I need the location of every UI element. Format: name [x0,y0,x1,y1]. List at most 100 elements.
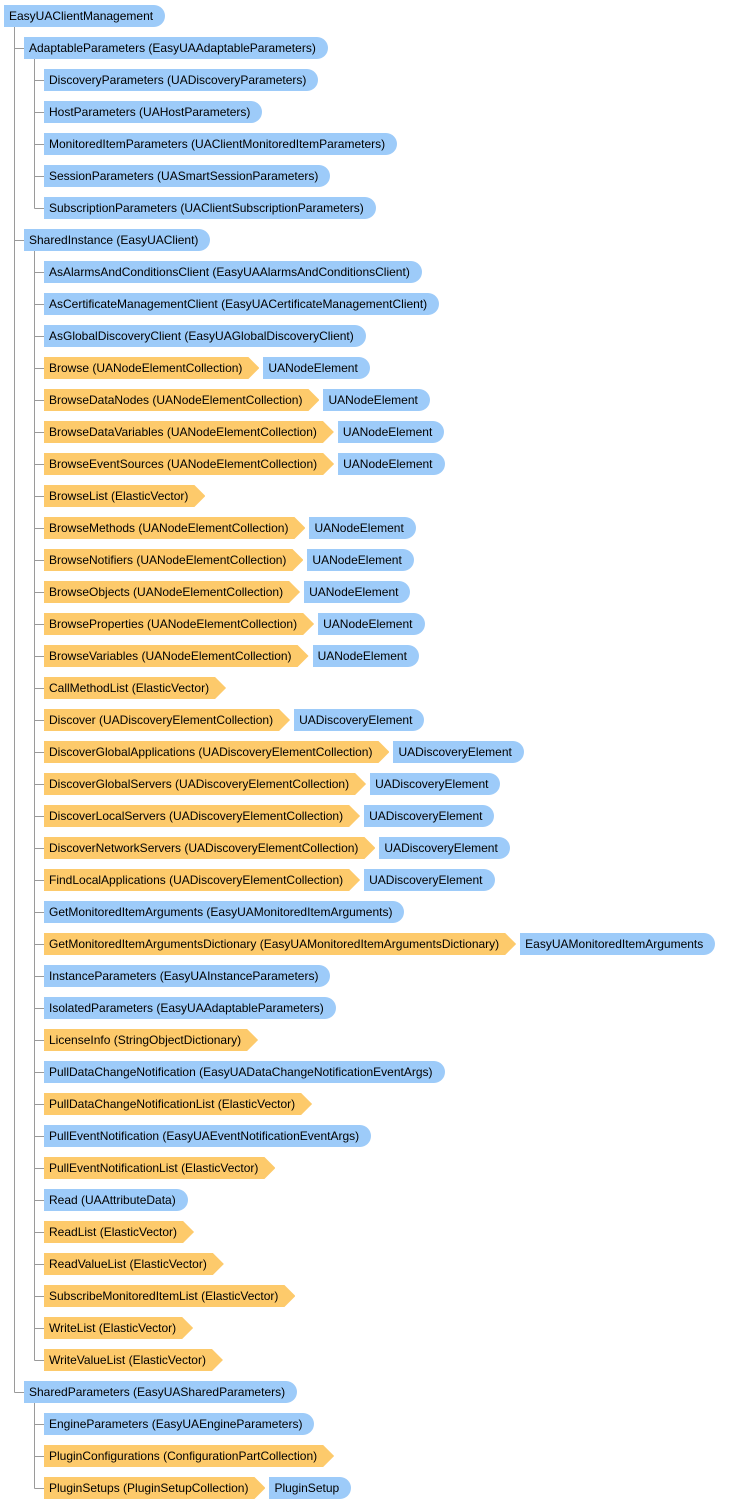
tree-row: DiscoveryParameters (UADiscoveryParamete… [44,69,319,91]
element-node: UANodeElement [263,357,370,379]
tree-row: SharedInstance (EasyUAClient) [24,229,211,251]
collection-node: DiscoverLocalServers (UADiscoveryElement… [44,805,360,827]
tree-row: EngineParameters (EasyUAEngineParameters… [44,1413,315,1435]
tree-row: MonitoredItemParameters (UAClientMonitor… [44,133,398,155]
tree-row: WriteList (ElasticVector) [44,1317,193,1339]
collection-node: FindLocalApplications (UADiscoveryElemen… [44,869,360,891]
tree-row: AsAlarmsAndConditionsClient (EasyUAAlarm… [44,261,422,283]
element-node: PluginSetup [269,1477,352,1499]
tree-row: AsCertificateManagementClient (EasyUACer… [44,293,440,315]
tree-row: BrowseObjects (UANodeElementCollection) U… [44,581,411,603]
tree-row: DiscoverGlobalServers (UADiscoveryElemen… [44,773,501,795]
object-node: DiscoveryParameters (UADiscoveryParamete… [44,69,319,91]
object-node: AsCertificateManagementClient (EasyUACer… [44,293,440,315]
tree-row: GetMonitoredItemArgumentsDictionary (Eas… [44,933,716,955]
object-node: AdaptableParameters (EasyUAAdaptablePara… [24,37,328,59]
object-node: SharedParameters (EasyUASharedParameters… [24,1381,298,1403]
collection-node: ReadValueList (ElasticVector) [44,1253,224,1275]
collection-node: BrowseObjects (UANodeElementCollection) [44,581,300,603]
tree-row: SubscribeMonitoredItemList (ElasticVecto… [44,1285,295,1307]
tree-row: Read (UAAttributeData) [44,1189,188,1211]
object-node: EngineParameters (EasyUAEngineParameters… [44,1413,315,1435]
collection-node: DiscoverGlobalApplications (UADiscoveryE… [44,741,389,763]
tree-row: PullEventNotificationList (ElasticVector… [44,1157,275,1179]
collection-node: LicenseInfo (StringObjectDictionary) [44,1029,258,1051]
tree-row: SharedParameters (EasyUASharedParameters… [24,1381,298,1403]
element-node: UADiscoveryElement [370,773,501,795]
collection-node: WriteValueList (ElasticVector) [44,1349,223,1371]
collection-node: BrowseDataNodes (UANodeElementCollection… [44,389,319,411]
object-node: PullDataChangeNotification (EasyUADataCh… [44,1061,445,1083]
element-node: UADiscoveryElement [364,805,495,827]
tree-row: BrowseList (ElasticVector) [44,485,205,507]
collection-node: GetMonitoredItemArgumentsDictionary (Eas… [44,933,516,955]
collection-node: BrowseEventSources (UANodeElementCollect… [44,453,334,475]
object-node: SessionParameters (UASmartSessionParamet… [44,165,331,187]
element-node: UANodeElement [304,581,411,603]
object-node: MonitoredItemParameters (UAClientMonitor… [44,133,398,155]
collection-node: CallMethodList (ElasticVector) [44,677,226,699]
tree-row: PluginSetups (PluginSetupCollection) Plug… [44,1477,352,1499]
element-node: EasyUAMonitoredItemArguments [520,933,716,955]
tree-row: ReadValueList (ElasticVector) [44,1253,224,1275]
tree-row: FindLocalApplications (UADiscoveryElemen… [44,869,495,891]
tree-row: Discover (UADiscoveryElementCollection) U… [44,709,425,731]
tree-row: BrowseProperties (UANodeElementCollectio… [44,613,425,635]
collection-node: DiscoverGlobalServers (UADiscoveryElemen… [44,773,366,795]
tree-row: BrowseVariables (UANodeElementCollection… [44,645,419,667]
object-node: AsAlarmsAndConditionsClient (EasyUAAlarm… [44,261,422,283]
tree-row: BrowseNotifiers (UANodeElementCollection… [44,549,414,571]
tree-row: PullDataChangeNotification (EasyUADataCh… [44,1061,445,1083]
element-node: UADiscoveryElement [294,709,425,731]
tree-row: BrowseEventSources (UANodeElementCollect… [44,453,445,475]
collection-node: PluginConfigurations (ConfigurationPartC… [44,1445,334,1467]
tree-row: WriteValueList (ElasticVector) [44,1349,223,1371]
tree-row: SessionParameters (UASmartSessionParamet… [44,165,331,187]
tree-row: IsolatedParameters (EasyUAAdaptableParam… [44,997,336,1019]
collection-node: PullEventNotificationList (ElasticVector… [44,1157,275,1179]
object-node: PullEventNotification (EasyUAEventNotifi… [44,1125,372,1147]
collection-node: BrowseList (ElasticVector) [44,485,205,507]
tree-row: DiscoverLocalServers (UADiscoveryElement… [44,805,495,827]
element-node: UANodeElement [337,421,445,443]
collection-node: BrowseDataVariables (UANodeElementCollec… [44,421,334,443]
collection-node: BrowseProperties (UANodeElementCollectio… [44,613,314,635]
element-node: UANodeElement [307,549,414,571]
tree-row: SubscriptionParameters (UAClientSubscrip… [44,197,376,219]
collection-node: SubscribeMonitoredItemList (ElasticVecto… [44,1285,295,1307]
element-node: UADiscoveryElement [364,869,495,891]
tree-row: AdaptableParameters (EasyUAAdaptablePara… [24,37,328,59]
tree-row: Browse (UANodeElementCollection) UANodeEl… [44,357,370,379]
object-node: GetMonitoredItemArguments (EasyUAMonitor… [44,901,405,923]
tree-row: BrowseMethods (UANodeElementCollection) U… [44,517,416,539]
tree-row: DiscoverNetworkServers (UADiscoveryEleme… [44,837,510,859]
object-node: AsGlobalDiscoveryClient (EasyUAGlobalDis… [44,325,366,347]
tree-row: ReadList (ElasticVector) [44,1221,194,1243]
object-node: HostParameters (UAHostParameters) [44,101,263,123]
collection-node: Discover (UADiscoveryElementCollection) [44,709,290,731]
tree-row: LicenseInfo (StringObjectDictionary) [44,1029,258,1051]
object-node: Read (UAAttributeData) [44,1189,188,1211]
collection-node: DiscoverNetworkServers (UADiscoveryEleme… [44,837,375,859]
collection-node: WriteList (ElasticVector) [44,1317,193,1339]
object-node: IsolatedParameters (EasyUAAdaptableParam… [44,997,336,1019]
tree-row: HostParameters (UAHostParameters) [44,101,263,123]
tree-row: BrowseDataVariables (UANodeElementCollec… [44,421,445,443]
tree-row: InstanceParameters (EasyUAInstanceParame… [44,965,331,987]
tree-row: EasyUAClientManagement [4,5,166,27]
tree-row: PullEventNotification (EasyUAEventNotifi… [44,1125,372,1147]
element-node: UADiscoveryElement [379,837,510,859]
collection-node: ReadList (ElasticVector) [44,1221,194,1243]
collection-node: PluginSetups (PluginSetupCollection) [44,1477,265,1499]
object-node: SubscriptionParameters (UAClientSubscrip… [44,197,376,219]
element-node: UANodeElement [312,645,419,667]
collection-node: BrowseVariables (UANodeElementCollection… [44,645,309,667]
tree-row: PluginConfigurations (ConfigurationPartC… [44,1445,334,1467]
element-node: UANodeElement [338,453,445,475]
tree-row: BrowseDataNodes (UANodeElementCollection… [44,389,430,411]
collection-node: BrowseMethods (UANodeElementCollection) [44,517,305,539]
tree-row: DiscoverGlobalApplications (UADiscoveryE… [44,741,524,763]
collection-node: BrowseNotifiers (UANodeElementCollection… [44,549,303,571]
